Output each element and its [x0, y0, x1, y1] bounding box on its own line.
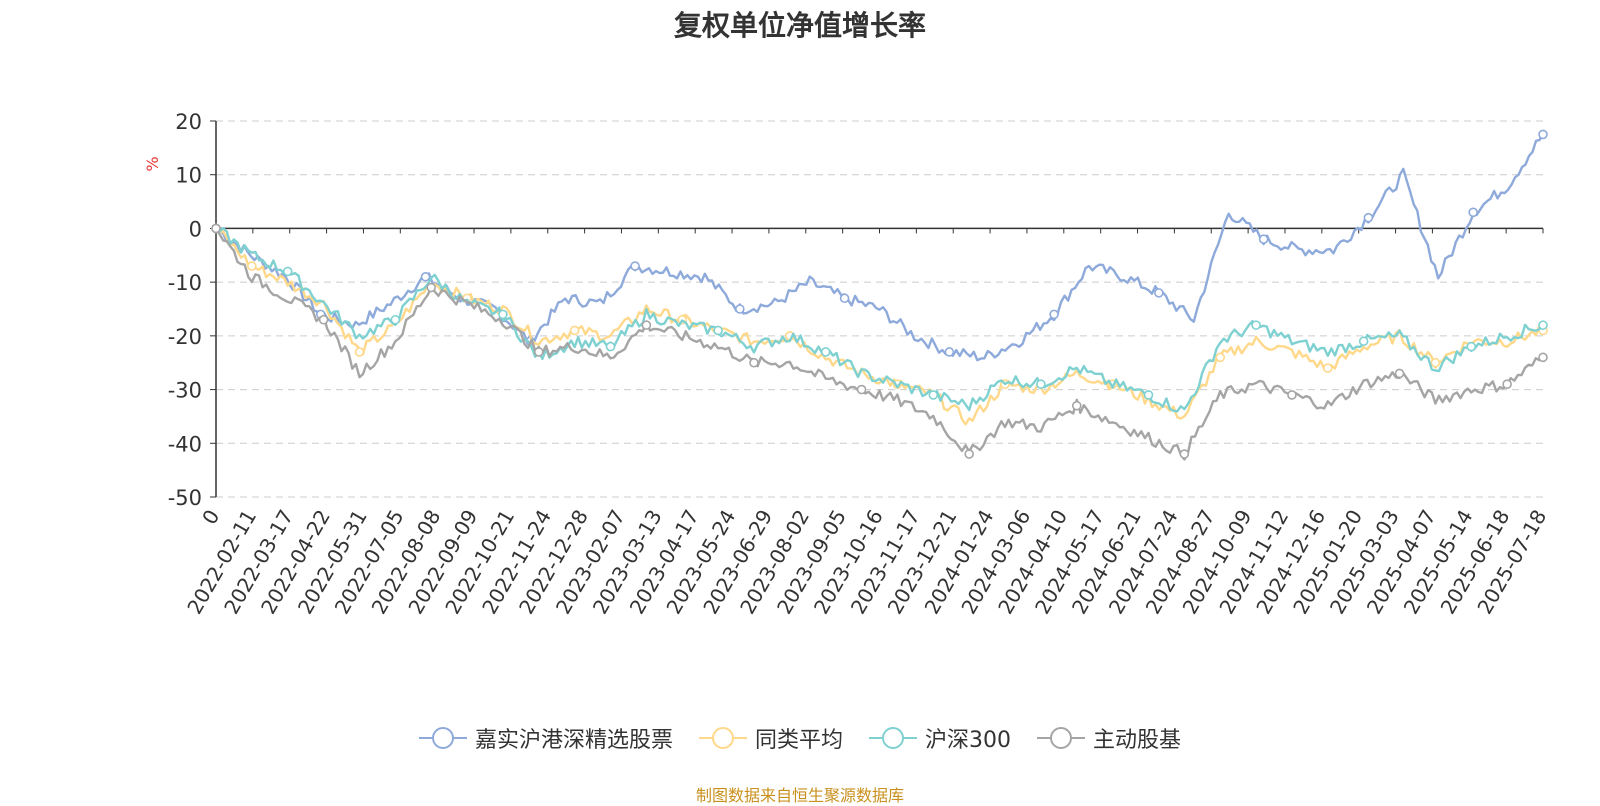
data-point: [1468, 207, 1478, 218]
data-point: [641, 320, 652, 330]
data-point: [1430, 357, 1441, 368]
data-point: [1179, 449, 1190, 459]
legend-marker-icon: [869, 727, 917, 749]
data-point: [247, 261, 257, 271]
data-point: [630, 261, 640, 271]
data-point: [964, 449, 974, 459]
data-point: [713, 325, 723, 336]
data-point: [1466, 341, 1477, 352]
data-point: [1538, 352, 1548, 363]
data-point: [1363, 212, 1374, 223]
data-point: [735, 304, 745, 314]
source-note: 制图数据来自恒生聚源数据库: [695, 786, 904, 805]
legend-marker-icon: [418, 727, 467, 749]
data-point: [749, 357, 759, 368]
data-point: [1502, 379, 1512, 390]
series-lines: [211, 129, 1548, 461]
data-point: [1287, 390, 1297, 400]
legend-label: 主动股基: [1093, 728, 1182, 753]
data-point: [533, 347, 544, 357]
y-tick-label: 10: [175, 164, 202, 188]
y-tick-label: -50: [168, 486, 202, 510]
legend-item[interactable]: 同类平均: [698, 722, 843, 754]
data-point: [1036, 379, 1046, 390]
data-point: [944, 347, 955, 357]
y-tick-label: 0: [189, 217, 202, 241]
series-line: [215, 227, 1544, 426]
data-point: [1071, 400, 1082, 411]
data-point: [1538, 129, 1548, 140]
data-point: [1143, 390, 1154, 400]
legend-marker-icon: [1037, 727, 1085, 749]
data-point: [1251, 320, 1261, 330]
y-tick-label: -10: [168, 271, 202, 295]
tick-labels: 20100-10-20-30-40-50%02022-02-112022-03-…: [143, 110, 1551, 618]
data-point: [1358, 336, 1369, 347]
grid-lines: [216, 120, 1543, 498]
legend: 嘉实沪港深精选股票 同类平均 沪深300 主动股基: [0, 722, 1600, 754]
legend-marker-icon: [698, 727, 747, 749]
data-point: [1394, 368, 1405, 379]
legend-label: 嘉实沪港深精选股票: [474, 728, 673, 753]
data-point: [1258, 234, 1269, 244]
y-axis-label: %: [143, 156, 162, 171]
data-point: [928, 390, 939, 400]
data-point: [1215, 352, 1226, 363]
chart-title: 复权单位净值增长率: [673, 9, 926, 42]
data-point: [318, 314, 329, 325]
data-point: [839, 293, 850, 304]
legend-label: 沪深300: [925, 728, 1011, 753]
series-line: [215, 226, 1544, 413]
legend-label: 同类平均: [754, 728, 843, 753]
data-point: [1323, 363, 1333, 373]
y-tick-label: -40: [168, 432, 202, 456]
data-point: [1538, 320, 1548, 330]
x-tick-label: 0: [197, 506, 224, 529]
data-point: [820, 347, 831, 357]
line-chart: 20100-10-20-30-40-50%02022-02-112022-03-…: [143, 110, 1551, 618]
series-line: [215, 133, 1545, 362]
data-point: [498, 309, 508, 320]
legend-item[interactable]: 嘉实沪港深精选股票: [418, 722, 673, 754]
data-point: [211, 223, 221, 234]
data-point: [856, 384, 867, 395]
data-point: [1049, 309, 1059, 320]
legend-item[interactable]: 主动股基: [1037, 722, 1181, 754]
data-point: [282, 266, 293, 277]
data-point: [420, 271, 431, 282]
data-point: [354, 347, 365, 357]
data-point: [605, 341, 616, 352]
data-point: [1154, 288, 1164, 298]
y-tick-label: -30: [168, 379, 202, 403]
data-point: [569, 325, 580, 336]
legend-item[interactable]: 沪深300: [869, 722, 1011, 754]
y-tick-label: -20: [168, 325, 202, 349]
series-line: [214, 227, 1544, 461]
data-point: [426, 282, 436, 293]
y-tick-label: 20: [175, 110, 202, 134]
data-point: [390, 314, 401, 325]
